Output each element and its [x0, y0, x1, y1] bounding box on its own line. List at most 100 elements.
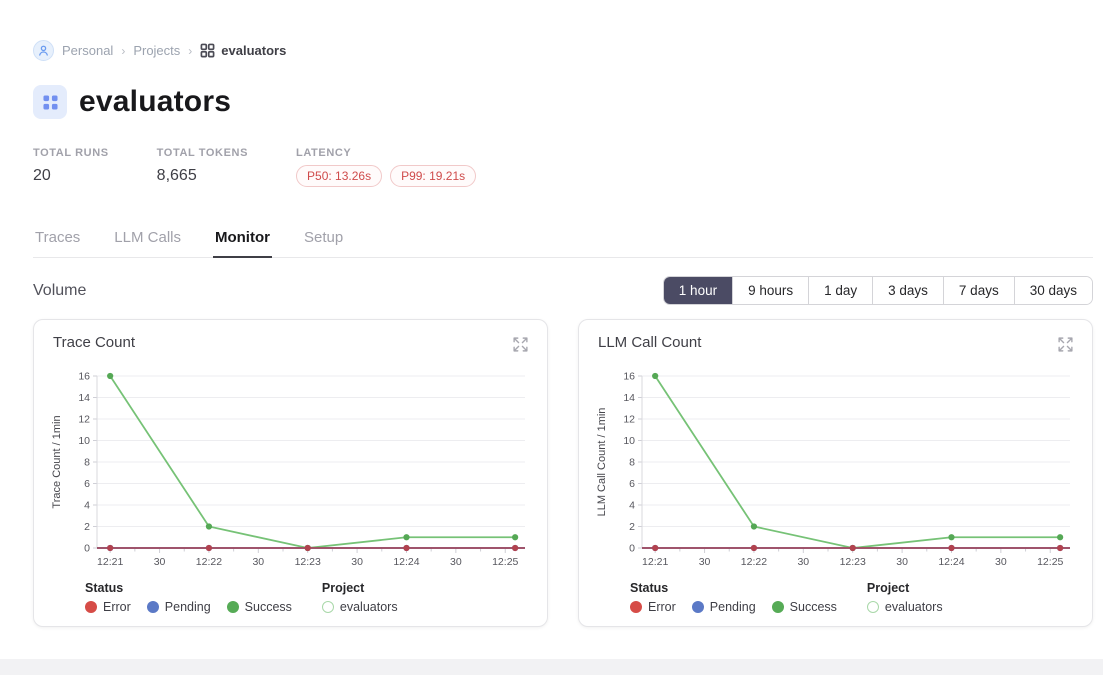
legend-items: evaluators: [321, 600, 398, 614]
svg-text:30: 30: [797, 556, 809, 568]
stat-label: TOTAL RUNS: [33, 147, 109, 159]
legend-group-project: Project evaluators: [866, 581, 943, 614]
chart-legend: Status Error Pending Success: [85, 581, 534, 614]
page-header: evaluators: [33, 85, 1093, 119]
time-range-selector: 1 hour 9 hours 1 day 3 days 7 days 30 da…: [662, 276, 1093, 305]
legend-items: evaluators: [866, 600, 943, 614]
svg-text:10: 10: [623, 435, 635, 447]
svg-text:12: 12: [78, 414, 90, 426]
legend-group-title: Status: [85, 581, 124, 595]
svg-text:12:22: 12:22: [196, 556, 222, 568]
svg-text:30: 30: [154, 556, 166, 568]
volume-section-header: Volume 1 hour 9 hours 1 day 3 days 7 day…: [33, 276, 1093, 305]
stat-value: 20: [33, 167, 51, 184]
legend-item-pending[interactable]: Pending: [146, 600, 211, 614]
range-1-hour[interactable]: 1 hour: [663, 277, 733, 304]
svg-text:2: 2: [84, 521, 90, 533]
expand-icon: [513, 337, 528, 352]
breadcrumb-projects[interactable]: Projects: [133, 43, 181, 58]
svg-text:30: 30: [450, 556, 462, 568]
legend-group-title: Status: [630, 581, 669, 595]
svg-text:6: 6: [629, 478, 635, 490]
range-1-day[interactable]: 1 day: [808, 277, 873, 304]
chart-cards: Trace Count 0 2 4 6 8 10 12 14 16 12:21 30 12:22 30 1…: [33, 319, 1093, 627]
latency-p99-badge[interactable]: P99: 19.21s: [390, 165, 477, 187]
legend-group-project: Project evaluators: [321, 581, 398, 614]
tab-llm-calls[interactable]: LLM Calls: [114, 229, 181, 246]
legend-item-success[interactable]: Success: [771, 600, 837, 614]
stat-label: LATENCY: [296, 147, 352, 159]
legend-label: Pending: [164, 600, 211, 614]
legend-label: Success: [789, 600, 837, 614]
project-grid-icon: [200, 43, 215, 58]
svg-text:10: 10: [78, 435, 90, 447]
person-icon: [39, 45, 48, 56]
card-header: LLM Call Count: [592, 332, 1079, 358]
project-ring-icon: [321, 601, 334, 613]
svg-text:Trace Count / 1min: Trace Count / 1min: [51, 415, 63, 508]
svg-text:30: 30: [252, 556, 264, 568]
error-dot-icon: [630, 601, 642, 613]
success-dot-icon: [226, 601, 239, 613]
svg-text:4: 4: [629, 500, 635, 512]
range-3-days[interactable]: 3 days: [872, 277, 943, 304]
tab-setup[interactable]: Setup: [303, 229, 344, 246]
legend-label: Success: [244, 600, 292, 614]
tab-monitor[interactable]: Monitor: [212, 229, 272, 258]
svg-text:14: 14: [78, 392, 90, 404]
legend-label: Error: [648, 600, 676, 614]
svg-text:12:21: 12:21: [97, 556, 123, 568]
page-title: evaluators: [79, 85, 232, 118]
latency-p50-badge[interactable]: P50: 13.26s: [296, 165, 383, 187]
stat-label: TOTAL TOKENS: [156, 147, 249, 159]
svg-text:30: 30: [896, 556, 908, 568]
card-title: Trace Count: [53, 334, 135, 351]
legend-item-pending[interactable]: Pending: [691, 600, 756, 614]
breadcrumb-personal[interactable]: Personal: [62, 43, 114, 58]
success-dot-icon: [771, 601, 784, 613]
svg-text:12:21: 12:21: [642, 556, 668, 568]
svg-text:8: 8: [84, 457, 90, 469]
breadcrumb-evaluators[interactable]: evaluators: [200, 43, 286, 58]
legend-item-error[interactable]: Error: [85, 600, 131, 614]
legend-group-status: Status Error Pending Success: [630, 581, 837, 614]
svg-text:12: 12: [623, 414, 635, 426]
svg-text:8: 8: [629, 457, 635, 469]
range-30-days[interactable]: 30 days: [1013, 277, 1092, 304]
trace-count-card: Trace Count 0 2 4 6 8 10 12 14 16 12:21 30 12:22 30 1…: [33, 319, 548, 627]
legend-label: evaluators: [339, 600, 398, 614]
breadcrumb-separator: ›: [188, 43, 193, 58]
expand-chart-button[interactable]: [510, 334, 531, 358]
svg-text:30: 30: [995, 556, 1007, 568]
legend-item-evaluators[interactable]: evaluators: [866, 600, 943, 614]
legend-label: Error: [103, 600, 131, 614]
expand-chart-button[interactable]: [1055, 334, 1076, 358]
legend-group-status: Status Error Pending Success: [85, 581, 292, 614]
svg-text:12:24: 12:24: [393, 556, 419, 568]
legend-item-error[interactable]: Error: [630, 600, 676, 614]
range-9-hours[interactable]: 9 hours: [732, 277, 809, 304]
legend-item-evaluators[interactable]: evaluators: [321, 600, 398, 614]
project-grid-icon: [42, 94, 58, 110]
range-7-days[interactable]: 7 days: [942, 277, 1014, 304]
breadcrumb: Personal › Projects › evaluators: [33, 40, 1093, 61]
legend-items: Error Pending Success: [85, 600, 292, 614]
legend-item-success[interactable]: Success: [226, 600, 292, 614]
stats-row: TOTAL RUNS 20 TOTAL TOKENS 8,665 LATENCY…: [33, 147, 1093, 187]
svg-text:4: 4: [84, 500, 90, 512]
svg-text:16: 16: [78, 371, 90, 383]
breadcrumb-separator: ›: [121, 43, 126, 58]
project-ring-icon: [866, 601, 879, 613]
error-dot-icon: [85, 601, 97, 613]
stat-total-runs: TOTAL RUNS 20: [33, 147, 109, 187]
svg-text:30: 30: [699, 556, 711, 568]
card-title: LLM Call Count: [598, 334, 702, 351]
breadcrumb-evaluators-label: evaluators: [221, 43, 287, 58]
personal-avatar[interactable]: [33, 40, 54, 61]
llm-call-count-chart: 0 2 4 6 8 10 12 14 16 12:21 30 12:22 30 12:23 30 12:24 3…: [596, 371, 1070, 568]
svg-text:12:23: 12:23: [295, 556, 321, 568]
svg-text:2: 2: [629, 521, 635, 533]
svg-text:0: 0: [84, 543, 90, 555]
svg-text:30: 30: [351, 556, 363, 568]
tab-traces[interactable]: Traces: [35, 229, 81, 246]
